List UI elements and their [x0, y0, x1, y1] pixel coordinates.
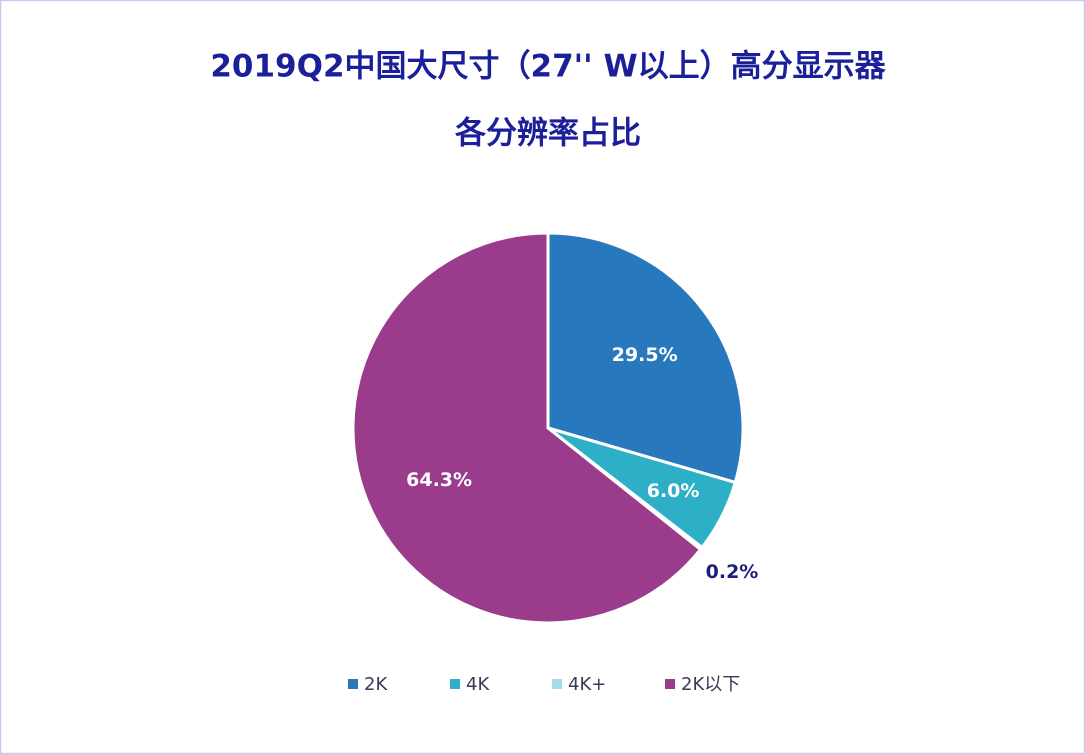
legend-swatch — [348, 679, 358, 689]
chart-title: 各分辨率占比 — [454, 116, 641, 152]
legend-label: 2K以下 — [681, 674, 740, 695]
pie-slice — [351, 231, 703, 625]
pie-slice — [546, 231, 745, 485]
chart-title: 2019Q2中国大尺寸（27'' W以上）高分显示器 — [210, 49, 886, 85]
data-label: 64.3% — [406, 469, 472, 491]
legend-swatch — [450, 679, 460, 689]
legend-swatch — [665, 679, 675, 689]
legend-label: 4K — [466, 674, 490, 695]
legend-label: 4K+ — [568, 674, 606, 695]
data-label: 6.0% — [647, 480, 700, 502]
legend-label: 2K — [364, 674, 388, 695]
data-label: 0.2% — [706, 561, 759, 583]
data-label: 29.5% — [612, 344, 678, 366]
legend-swatch — [552, 679, 562, 689]
